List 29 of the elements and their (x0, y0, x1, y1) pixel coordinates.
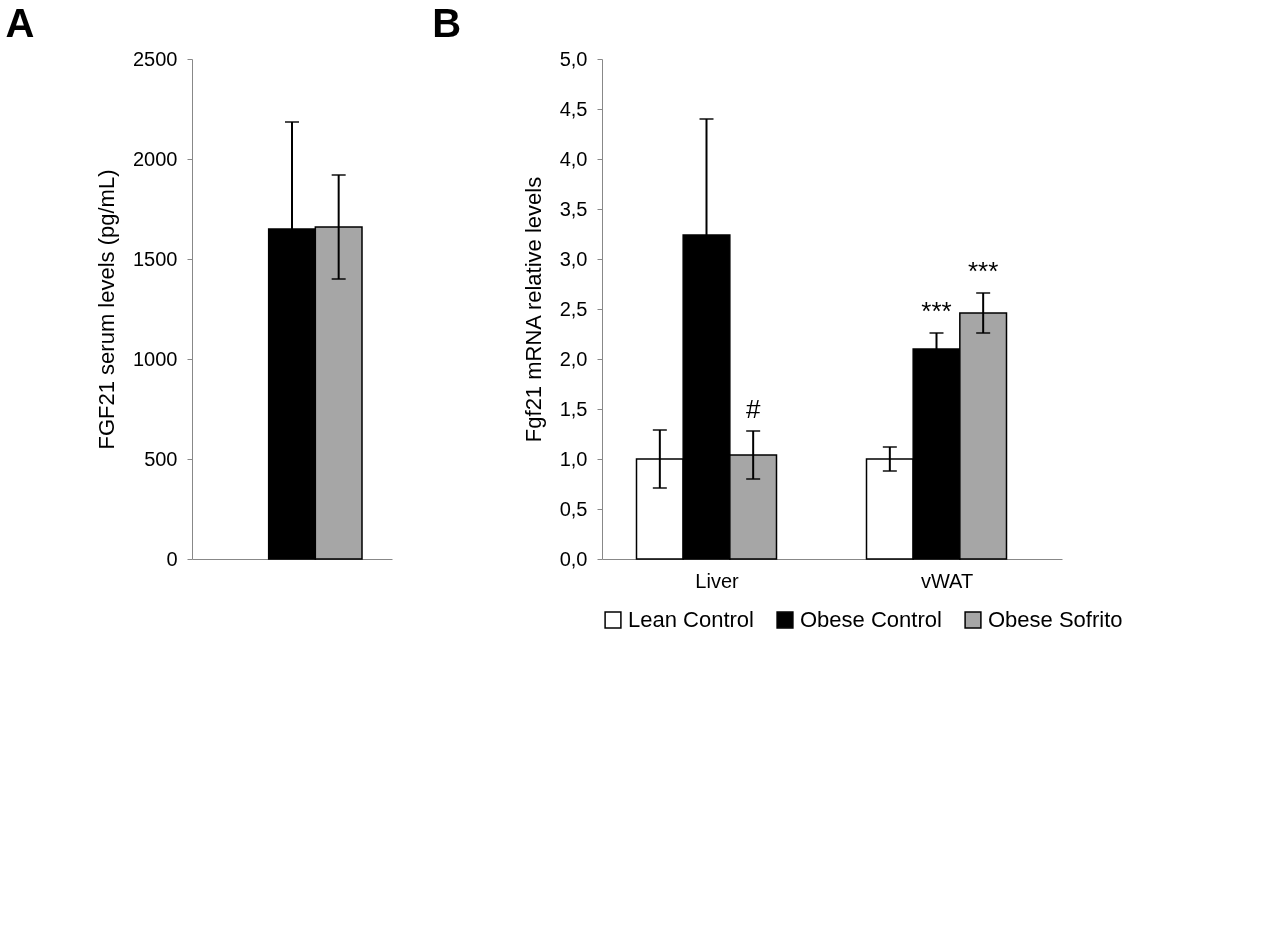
y-tick-label: 4,5 (559, 97, 588, 120)
chart-title: B (432, 1, 462, 45)
y-tick-label: 3,5 (559, 197, 588, 220)
y-tick-label: 0,5 (559, 497, 588, 520)
y-tick-label: 3,0 (559, 247, 588, 270)
data-label: *** (967, 256, 999, 286)
y-tick-label: 4,0 (559, 147, 588, 170)
y-tick-label: 1,5 (559, 397, 588, 420)
y-tick-label: 2,0 (559, 347, 588, 370)
y-axis-title: Fgf21 mRNA relative levels (520, 176, 546, 443)
y-tick-label: 1,0 (559, 447, 588, 470)
y-tick-label: 2000 (133, 147, 178, 170)
legend-label: Obese Control (800, 607, 942, 632)
y-tick-label: 500 (144, 447, 178, 470)
y-tick-label: 2500 (133, 47, 178, 70)
legend-label: Lean Control (628, 607, 754, 632)
y-tick-label: 1000 (133, 347, 178, 370)
y-tick-label: 1500 (133, 247, 178, 270)
legend-label: Obese Sofrito (988, 607, 1123, 632)
chart-title: A (5, 1, 35, 45)
x-tick-label: Liver (695, 569, 740, 592)
y-tick-label: 0 (166, 547, 178, 570)
y-tick-label: 5,0 (559, 47, 588, 70)
data-label: # (745, 394, 761, 424)
x-tick-label: vWAT (920, 569, 974, 592)
data-label: *** (921, 296, 952, 326)
y-tick-label: 2,5 (559, 297, 588, 320)
y-tick-label: 0,0 (559, 547, 588, 570)
y-axis-title: FGF21 serum levels (pg/mL) (94, 169, 120, 450)
